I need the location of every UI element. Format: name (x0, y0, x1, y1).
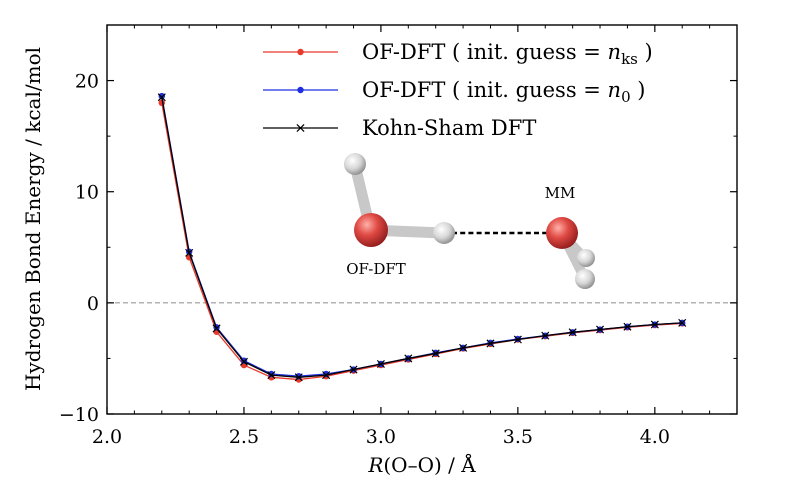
legend-item: OF-DFT ( init. guess = nks ) (263, 40, 653, 68)
data-point (294, 373, 303, 382)
molecule-illustration: OF-DFT MM (344, 153, 595, 289)
data-point (404, 354, 413, 363)
x-tick-label: 2.0 (92, 426, 122, 448)
data-point (158, 92, 165, 100)
hydrogen-atom (577, 249, 595, 267)
x-tick-label: 4.0 (640, 426, 670, 448)
series-line (161, 97, 683, 378)
series-layer (157, 92, 687, 383)
x-axis-title-rest: (O–O) / Å (383, 452, 476, 477)
data-point (267, 371, 276, 380)
legend-marker (297, 86, 304, 94)
legend-marker (297, 48, 304, 56)
y-tick-label: 10 (75, 182, 99, 204)
series-3 (157, 93, 687, 382)
oxygen-atom (354, 213, 388, 247)
x-tick-label: 2.5 (229, 426, 259, 448)
legend-label-text: OF-DFT ( init. guess = (362, 40, 608, 64)
data-point (513, 335, 522, 344)
legend-label-subscript: 0 (621, 88, 631, 106)
data-point (322, 371, 331, 380)
hydrogen-atom (344, 153, 366, 175)
legend-label: Kohn-Sham DFT (362, 116, 536, 140)
data-point (568, 328, 577, 337)
data-point (678, 318, 687, 327)
legend-label-text: Kohn-Sham DFT (362, 116, 536, 140)
hydrogen-atom (433, 222, 455, 244)
legend-item: OF-DFT ( init. guess = n0 ) (263, 78, 646, 106)
plot-area (107, 25, 737, 414)
oxygen-atom (546, 217, 578, 249)
y-axis-title: Hydrogen Bond Energy / kcal/mol (21, 47, 45, 391)
data-point (486, 339, 495, 348)
label-mm: MM (545, 184, 576, 202)
y-tick-label: −10 (59, 404, 99, 426)
legend-label-variable: n (608, 78, 622, 102)
legend-label-subscript: ks (621, 50, 638, 68)
data-point (157, 93, 166, 102)
legend: OF-DFT ( init. guess = nks )OF-DFT ( ini… (263, 40, 653, 140)
data-point (212, 324, 221, 333)
data-point (295, 373, 302, 380)
legend-label: OF-DFT ( init. guess = nks ) (362, 40, 653, 68)
legend-label-variable: n (608, 40, 622, 64)
legend-label-suffix: ) (631, 78, 646, 102)
data-point (349, 365, 358, 374)
x-axis-title-variable: R (367, 453, 383, 477)
x-tick-label: 3.5 (503, 426, 533, 448)
label-of-dft: OF-DFT (346, 260, 406, 278)
x-axis-title: R(O–O) / Å (367, 452, 476, 477)
data-point (239, 357, 248, 366)
hydrogen-atom (575, 269, 595, 289)
legend-label-text: OF-DFT ( init. guess = (362, 78, 608, 102)
data-point (459, 343, 468, 352)
data-point (376, 359, 385, 369)
legend-label-suffix: ) (638, 40, 653, 64)
y-tick-label: 20 (75, 71, 99, 93)
data-point (541, 331, 550, 340)
data-point (650, 320, 659, 329)
legend-marker (296, 123, 305, 133)
x-tick-label: 3.0 (366, 426, 396, 448)
y-tick-label: 0 (87, 293, 99, 315)
data-point (431, 349, 440, 358)
ticks-layer: 2.0 2.5 3.0 3.5 4.0 −10 0 10 20 (59, 25, 737, 448)
data-point (596, 325, 605, 334)
plot-frame (106, 24, 738, 415)
data-point (623, 322, 632, 331)
legend-item: Kohn-Sham DFT (263, 116, 536, 140)
data-point (185, 248, 194, 257)
water-molecule-right (546, 217, 595, 289)
water-molecule-left (344, 153, 455, 247)
legend-label: OF-DFT ( init. guess = n0 ) (362, 78, 646, 106)
